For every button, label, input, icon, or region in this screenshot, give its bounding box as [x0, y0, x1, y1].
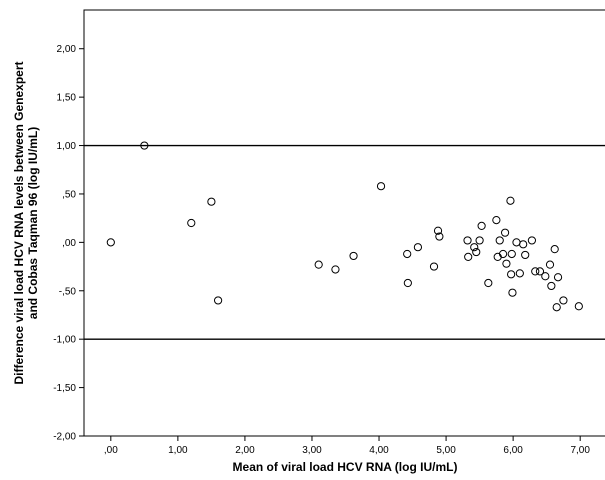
- y-tick-label-5: -,50: [59, 286, 77, 297]
- x-tick-label-3: 3,00: [302, 445, 322, 456]
- data-point-41: [547, 281, 556, 291]
- data-point-12: [429, 262, 439, 271]
- y-axis-title-line-2: and Cobas Taqman 96 (log IU/mL): [26, 127, 40, 319]
- y-tick-label-1: 1,50: [57, 93, 77, 104]
- data-point-15: [463, 236, 472, 245]
- data-point-31: [508, 288, 517, 297]
- data-point-3: [207, 197, 216, 206]
- x-tick-label-5: 5,00: [436, 445, 456, 456]
- x-tick-label-7: 7,00: [570, 445, 590, 456]
- data-point-36: [527, 236, 537, 245]
- data-point-10: [403, 278, 412, 288]
- data-point-1: [140, 141, 149, 150]
- data-point-6: [331, 265, 340, 274]
- x-tick-label-6: 6,00: [503, 445, 523, 456]
- data-point-44: [553, 273, 563, 282]
- y-tick-label-2: 1,00: [57, 141, 77, 152]
- data-point-21: [484, 278, 493, 288]
- y-tick-label-0: 2,00: [57, 44, 77, 55]
- data-point-11: [413, 243, 423, 252]
- data-point-38: [535, 267, 545, 276]
- data-point-35: [521, 250, 530, 260]
- x-tick-label-2: 2,00: [235, 445, 255, 456]
- x-axis-title: Mean of viral load HCV RNA (log IU/mL): [233, 460, 458, 474]
- data-point-32: [512, 238, 521, 247]
- data-point-37: [531, 267, 540, 276]
- data-point-40: [545, 260, 555, 269]
- data-point-42: [550, 245, 559, 254]
- data-point-33: [515, 269, 524, 278]
- reference-lines: [84, 144, 605, 340]
- data-point-0: [106, 238, 115, 247]
- y-axis-title-line-1: Difference viral load HCV RNA levels bet…: [12, 61, 26, 384]
- x-tick-label-1: 1,00: [168, 445, 188, 456]
- data-point-16: [464, 252, 473, 261]
- data-point-5: [314, 260, 323, 269]
- data-point-45: [559, 296, 568, 305]
- data-point-30: [507, 249, 516, 259]
- data-point-26: [500, 228, 510, 237]
- data-point-22: [492, 215, 501, 225]
- data-point-4: [214, 296, 223, 305]
- data-point-20: [477, 221, 486, 231]
- y-tick-label-4: ,00: [62, 238, 76, 249]
- x-axis: ,00 1,00 2,00 3,00 4,00 5,00 6,00 7,00: [104, 436, 590, 456]
- x-tick-label-0: ,00: [104, 445, 118, 456]
- data-point-13: [433, 226, 443, 235]
- data-point-46: [574, 302, 583, 311]
- data-point-7: [349, 251, 358, 261]
- data-point-27: [502, 259, 511, 268]
- data-point-18: [472, 247, 481, 257]
- data-point-29: [507, 270, 516, 279]
- y-tick-label-3: ,50: [62, 189, 76, 200]
- data-point-2: [187, 218, 196, 228]
- data-point-28: [506, 196, 515, 205]
- data-point-24: [495, 236, 504, 245]
- y-tick-label-7: -1,50: [53, 383, 76, 394]
- data-point-19: [475, 236, 484, 245]
- data-point-39: [541, 272, 550, 281]
- data-point-9: [403, 249, 412, 259]
- data-point-43: [552, 303, 561, 312]
- y-tick-label-6: -1,00: [53, 335, 76, 346]
- data-point-34: [519, 240, 528, 249]
- data-point-25: [498, 249, 508, 259]
- plot-frame: [83, 9, 605, 437]
- data-point-17: [470, 243, 479, 252]
- data-points: [106, 141, 583, 312]
- data-point-14: [435, 232, 444, 241]
- y-tick-label-8: -2,00: [53, 432, 76, 443]
- x-tick-label-4: 4,00: [369, 445, 389, 456]
- data-point-8: [376, 182, 386, 191]
- y-axis: 2,00 1,50 1,00 ,50 ,00 -,50 -1,00 -1,50 -2,00: [53, 44, 84, 443]
